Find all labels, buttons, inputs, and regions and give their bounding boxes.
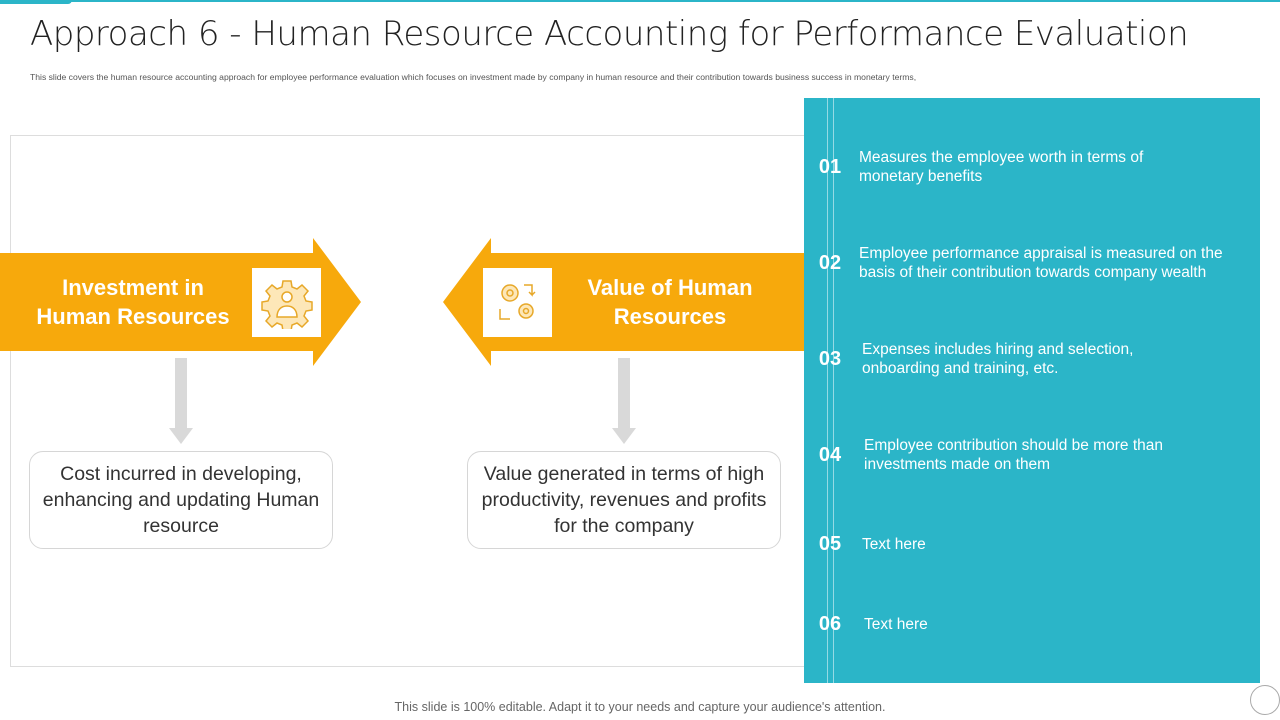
item-number: 01 (818, 155, 842, 178)
investment-label: Investment in Human Resources (36, 275, 230, 329)
item-number: 03 (818, 347, 842, 370)
circle-icon (1250, 685, 1280, 715)
list-item: 01 Measures the employee worth in terms o… (804, 148, 1260, 186)
list-item: 06 Text here (804, 613, 1260, 636)
value-label: Value of Human Resources (587, 275, 753, 329)
item-number: 06 (818, 613, 842, 635)
list-item: 03 Expenses includes hiring and selection… (804, 340, 1260, 378)
list-item: 04 Employee contribution should be more t… (804, 436, 1260, 474)
footer-note: This slide is 100% editable. Adapt it to… (394, 700, 886, 714)
list-item: 02 Employee performance appraisal is meas… (804, 244, 1260, 282)
top-accent (0, 0, 72, 4)
item-number: 05 (818, 533, 842, 555)
points-panel: 01 Measures the employee worth in terms o… (804, 98, 1260, 683)
content-frame (10, 135, 810, 667)
cost-box: Cost incurred in developing, enhancing a… (29, 451, 333, 549)
page-title: Approach 6 - Human Resource Accounting f… (30, 14, 1189, 54)
item-text: Employee performance appraisal is measur… (859, 245, 1223, 281)
gear-person-icon (252, 268, 321, 337)
down-arrow-left (169, 358, 193, 444)
item-text: Text here (862, 536, 926, 553)
item-number: 02 (818, 251, 842, 274)
item-number: 04 (818, 443, 842, 466)
item-text: Expenses includes hiring and selection, … (862, 341, 1134, 377)
item-text: Text here (864, 616, 928, 633)
list-item: 05 Text here (804, 533, 1260, 556)
gears-cycle-icon (483, 268, 552, 337)
down-arrow-right (612, 358, 636, 444)
panel-line (827, 98, 828, 683)
page-subtitle: This slide covers the human resource acc… (30, 72, 917, 82)
panel-line (833, 98, 834, 683)
top-line (0, 0, 1280, 2)
item-text: Employee contribution should be more tha… (864, 437, 1163, 473)
item-text: Measures the employee worth in terms of … (859, 149, 1144, 185)
value-box: Value generated in terms of high product… (467, 451, 781, 549)
